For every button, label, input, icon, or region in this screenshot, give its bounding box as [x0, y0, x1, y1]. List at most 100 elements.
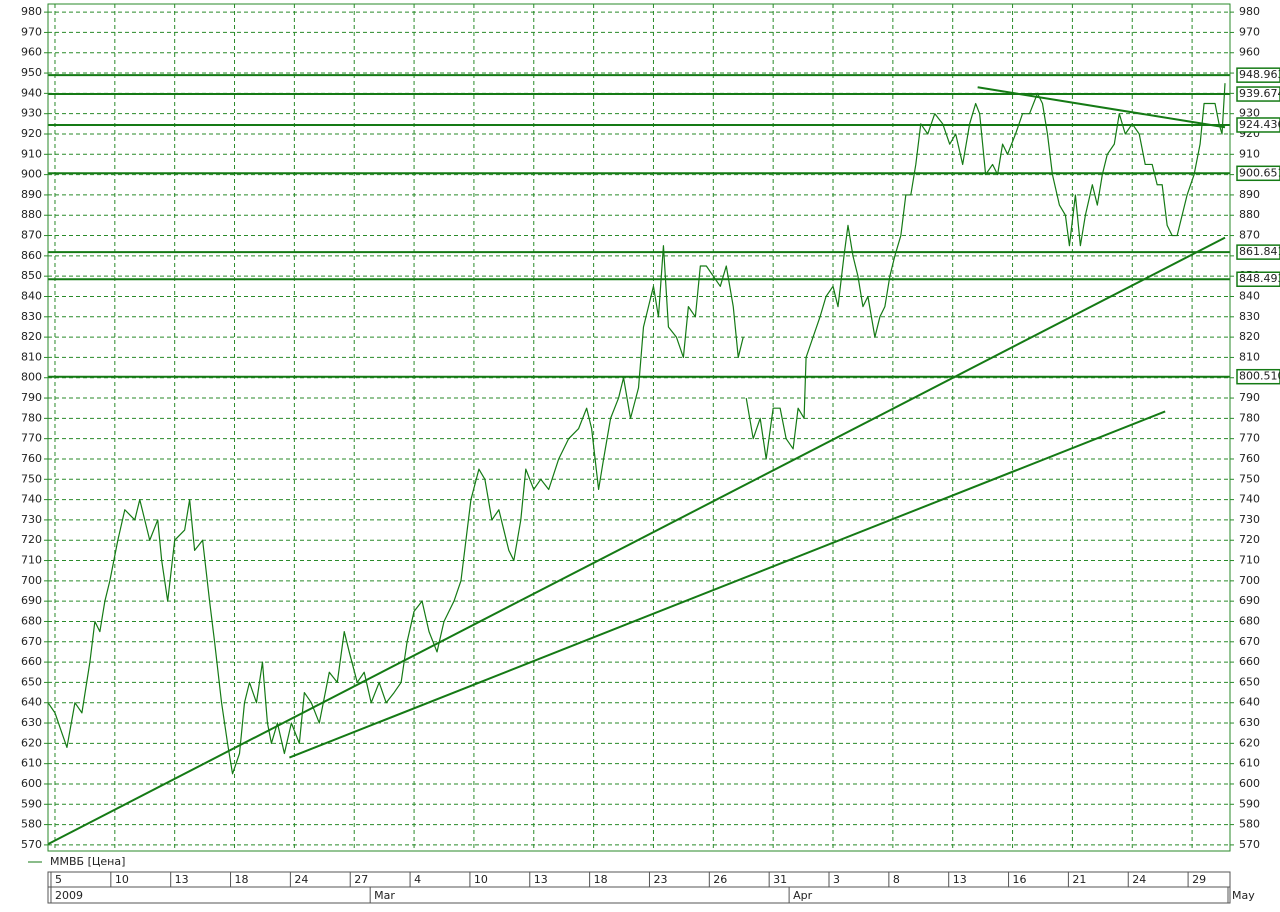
level-label-box — [1236, 368, 1280, 385]
y-tick-label: 630 — [1239, 716, 1260, 729]
x-tick-label: 18 — [594, 873, 608, 886]
y-tick-label: 580 — [21, 818, 42, 831]
y-tick-label: 710 — [21, 554, 42, 567]
grid — [48, 4, 1230, 851]
y-tick-label: 830 — [1239, 310, 1260, 323]
y-tick-label: 820 — [21, 330, 42, 343]
legend-label: ММВБ [Цена] — [50, 855, 125, 868]
y-tick-label: 870 — [21, 229, 42, 242]
y-tick-label: 760 — [21, 452, 42, 465]
level-label-box — [1236, 271, 1280, 287]
y-tick-label: 720 — [21, 533, 42, 546]
x-tick-label: 29 — [1192, 873, 1206, 886]
x-tick-label: 18 — [235, 873, 249, 886]
y-tick-label: 720 — [1239, 533, 1260, 546]
y-tick-label: 840 — [21, 289, 42, 302]
y-tick-label: 600 — [1239, 777, 1260, 790]
y-tick-label: 880 — [1239, 208, 1260, 221]
y-tick-label: 730 — [21, 513, 42, 526]
y-tick-label: 570 — [21, 838, 42, 851]
y-tick-label: 610 — [21, 757, 42, 770]
y-tick-label: 820 — [1239, 330, 1260, 343]
y-tick-label: 660 — [21, 655, 42, 668]
y-tick-label: 700 — [1239, 574, 1260, 587]
y-tick-label: 620 — [1239, 736, 1260, 749]
y-tick-label: 970 — [21, 25, 42, 38]
month-tick-label: Mar — [374, 889, 395, 902]
y-tick-label: 860 — [21, 249, 42, 262]
x-tick-label: 5 — [55, 873, 62, 886]
y-tick-label: 680 — [1239, 614, 1260, 627]
y-tick-label: 910 — [21, 147, 42, 160]
y-tick-label: 960 — [21, 46, 42, 59]
y-tick-label: 640 — [1239, 696, 1260, 709]
y-tick-label: 840 — [1239, 289, 1260, 302]
y-tick-label: 970 — [1239, 25, 1260, 38]
month-tick-label: Apr — [793, 889, 813, 902]
x-tick-label: 24 — [1132, 873, 1146, 886]
y-tick-label: 930 — [1239, 107, 1260, 120]
y-tick-label: 730 — [1239, 513, 1260, 526]
y-tick-label: 750 — [21, 472, 42, 485]
y-tick-label: 930 — [21, 107, 42, 120]
y-tick-label: 770 — [21, 432, 42, 445]
trend-line — [47, 236, 1226, 845]
level-label: 861.841 — [1239, 245, 1280, 258]
level-label-box — [1236, 244, 1280, 260]
level-label-box — [1236, 86, 1280, 102]
y-tick-label: 780 — [1239, 411, 1260, 424]
x-tick-label: 3 — [833, 873, 840, 886]
y-tick-label: 620 — [21, 736, 42, 749]
y-tick-label: 940 — [21, 86, 42, 99]
y-tick-label: 710 — [1239, 554, 1260, 567]
x-tick-label: 26 — [713, 873, 727, 886]
y-tick-label: 650 — [21, 675, 42, 688]
x-tick-label: 13 — [953, 873, 967, 886]
y-tick-label: 810 — [21, 350, 42, 363]
y-tick-label: 950 — [21, 66, 42, 79]
y-tick-label: 880 — [21, 208, 42, 221]
y-tick-label: 660 — [1239, 655, 1260, 668]
x-tick-label: 10 — [474, 873, 488, 886]
y-tick-label: 920 — [21, 127, 42, 140]
x-tick-label: 24 — [294, 873, 308, 886]
x-tick-label: 23 — [653, 873, 667, 886]
y-tick-label: 570 — [1239, 838, 1260, 851]
price-line — [47, 83, 1226, 775]
y-tick-label: 960 — [1239, 46, 1260, 59]
legend: ММВБ [Цена] — [28, 855, 125, 868]
y-tick-label: 690 — [21, 594, 42, 607]
y-tick-label: 760 — [1239, 452, 1260, 465]
y-tick-label: 590 — [21, 797, 42, 810]
x-tick-label: 31 — [773, 873, 787, 886]
y-tick-label: 780 — [21, 411, 42, 424]
plot-frame — [47, 3, 1231, 852]
x-tick-label: 4 — [414, 873, 421, 886]
y-tick-label: 790 — [21, 391, 42, 404]
y-tick-label: 580 — [1239, 818, 1260, 831]
level-label: 800.510 — [1239, 370, 1280, 383]
y-tick-label: 850 — [21, 269, 42, 282]
y-tick-label: 890 — [1239, 188, 1260, 201]
y-tick-label: 770 — [1239, 432, 1260, 445]
level-label-box — [1236, 117, 1280, 133]
y-tick-label: 740 — [1239, 493, 1260, 506]
x-tick-label: 13 — [534, 873, 548, 886]
y-tick-label: 980 — [1239, 5, 1260, 18]
x-tick-label: 13 — [175, 873, 189, 886]
level-label: 948.963 — [1239, 68, 1280, 81]
y-tick-label: 980 — [21, 5, 42, 18]
level-label: 900.651 — [1239, 166, 1280, 179]
y-tick-label: 590 — [1239, 797, 1260, 810]
x-tick-label: 27 — [354, 873, 368, 886]
y-tick-label: 810 — [1239, 350, 1260, 363]
x-tick-label: 16 — [1013, 873, 1027, 886]
month-tick-label: May — [1232, 889, 1255, 902]
y-tick-label: 750 — [1239, 472, 1260, 485]
y-tick-label: 790 — [1239, 391, 1260, 404]
y-tick-label: 630 — [21, 716, 42, 729]
y-tick-label: 800 — [21, 371, 42, 384]
